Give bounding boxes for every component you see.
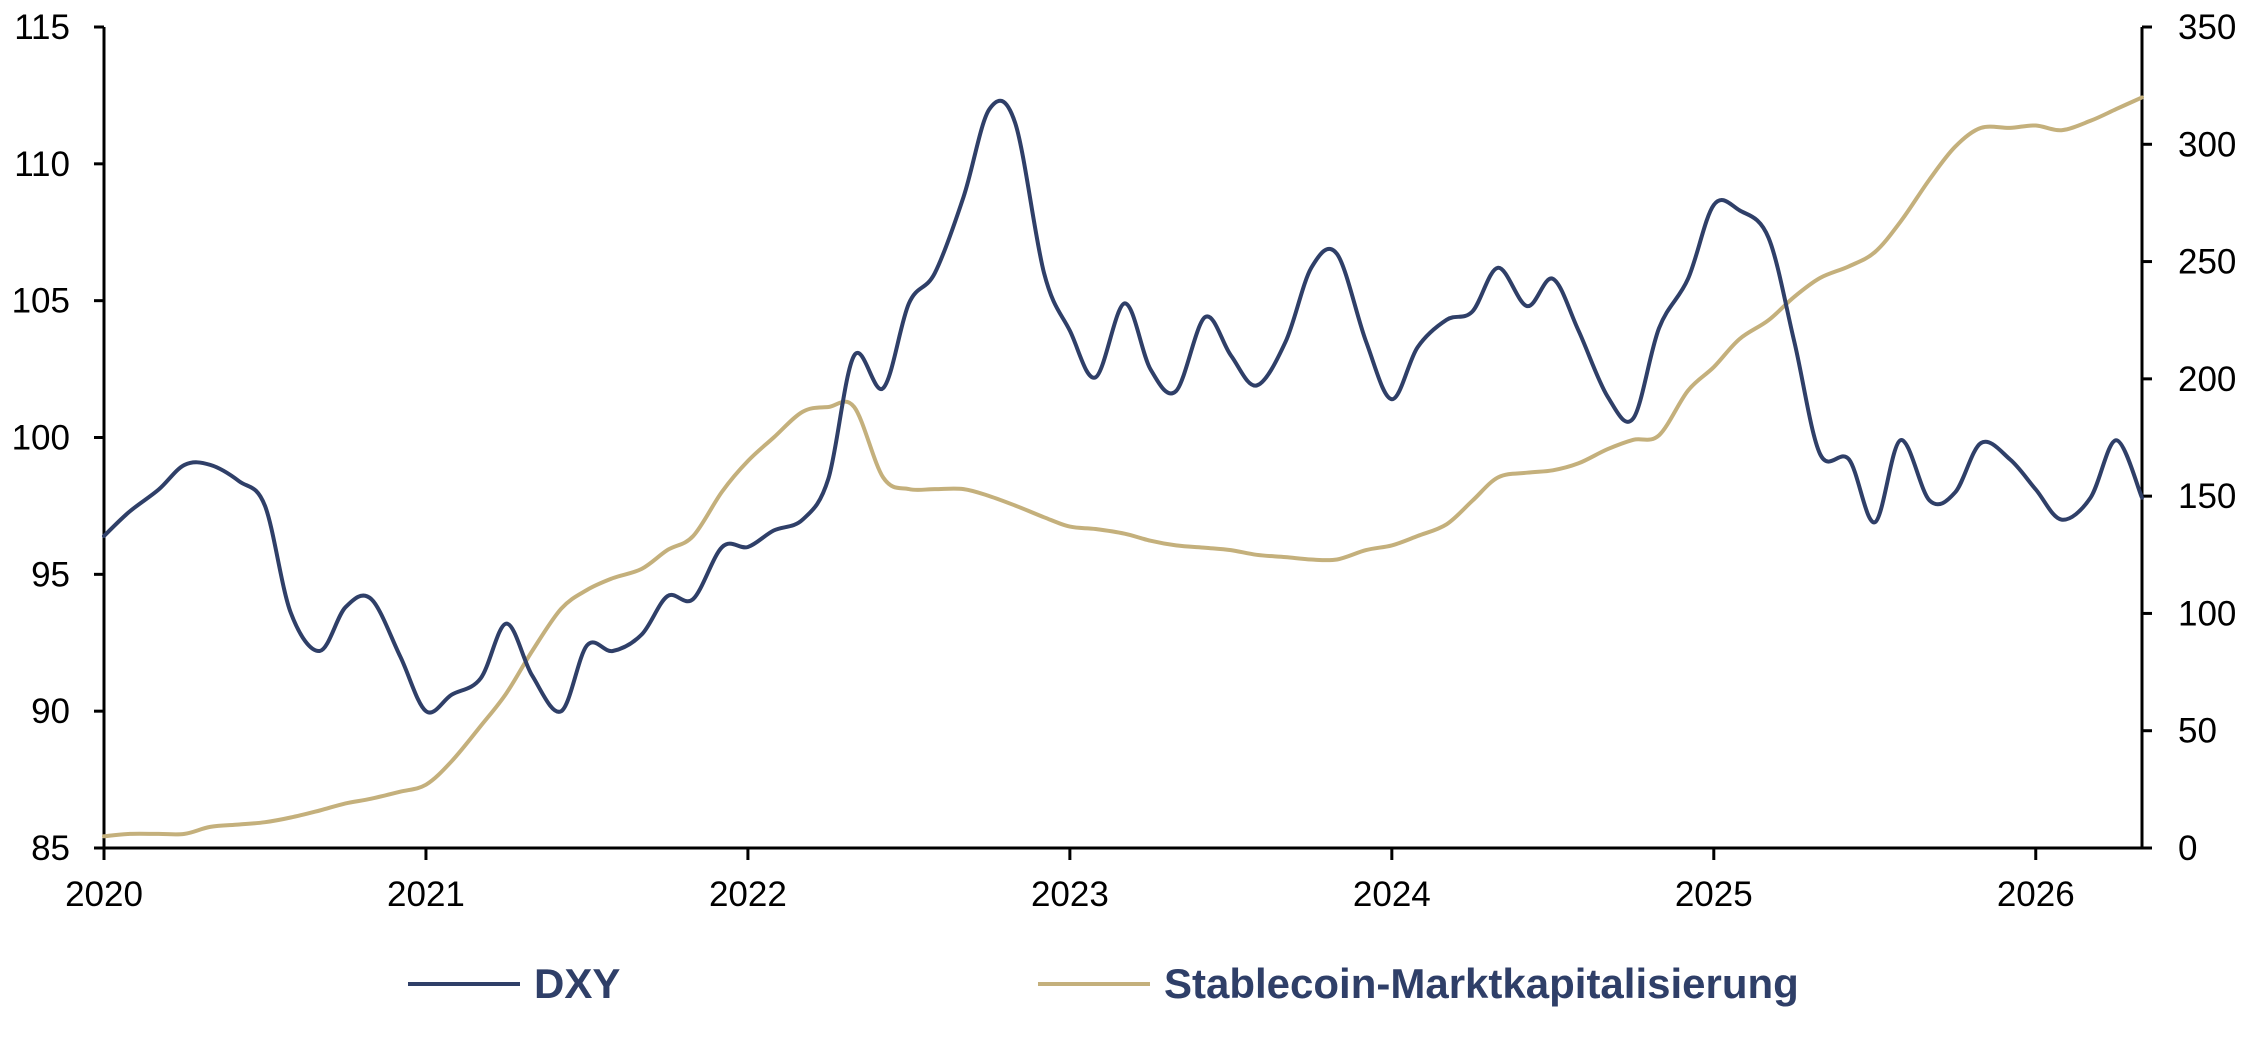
y-right-tick-label: 250 — [2178, 243, 2236, 282]
y-left-tick-label: 85 — [31, 829, 70, 868]
y-right-tick-label: 150 — [2178, 477, 2236, 516]
y-right-tick-label: 100 — [2178, 594, 2236, 633]
axes: 85 90 95 100 105 110 115 0 50 100 150 200 250 300 350 2… — [12, 8, 2237, 914]
y-left-tick-label: 105 — [12, 282, 70, 321]
x-tick-label: 2022 — [709, 875, 787, 914]
y-left-tick-label: 115 — [14, 8, 70, 47]
x-tick-label: 2020 — [65, 875, 143, 914]
y-right-tick-label: 50 — [2178, 712, 2217, 751]
x-tick-label: 2026 — [1997, 875, 2075, 914]
y-left-tick-label: 90 — [31, 692, 70, 731]
x-tick-label: 2021 — [387, 875, 465, 914]
y-left-tick-label: 110 — [14, 145, 70, 184]
legend: DXY Stablecoin-Marktkapitalisierung — [0, 960, 2250, 1030]
legend-swatch-stablecoin — [1038, 982, 1150, 986]
y-right-tick-label: 0 — [2178, 829, 2197, 868]
series-line-stablecoin — [102, 95, 2144, 839]
legend-swatch-dxy — [408, 982, 520, 986]
x-tick-label: 2024 — [1353, 875, 1431, 914]
y-right-tick-label: 200 — [2178, 360, 2236, 399]
x-tick-label: 2023 — [1031, 875, 1109, 914]
y-left-tick-label: 95 — [31, 555, 70, 594]
legend-label-dxy: DXY — [534, 960, 621, 1007]
y-right-tick-label: 300 — [2178, 125, 2236, 164]
y-right-tick-label: 350 — [2178, 8, 2236, 47]
series-lines — [102, 95, 2144, 839]
x-tick-label: 2025 — [1675, 875, 1753, 914]
series-line-dxy — [102, 98, 2144, 715]
legend-label-stablecoin: Stablecoin-Marktkapitalisierung — [1164, 960, 1799, 1007]
legend-item-dxy: DXY — [408, 960, 620, 1008]
y-left-tick-label: 100 — [12, 419, 70, 458]
legend-item-stablecoin: Stablecoin-Marktkapitalisierung — [1038, 960, 1799, 1008]
